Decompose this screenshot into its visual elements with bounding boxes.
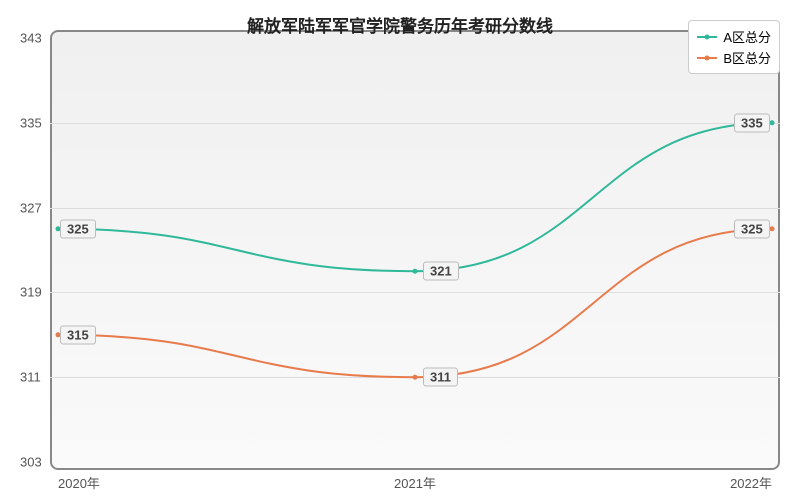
gridline [50,208,780,209]
y-tick-label: 327 [20,200,42,215]
gridline [50,123,780,124]
gridline [50,292,780,293]
x-tick-label: 2021年 [390,473,440,492]
legend-label-a: A区总分 [723,27,771,46]
x-tick-label: 2020年 [58,473,100,492]
legend-item-b: B区总分 [697,48,771,67]
data-label: 335 [734,113,770,132]
data-label: 325 [734,219,770,238]
chart-container: 解放军陆军军官学院警务历年考研分数线 A区总分 B区总分 303 311 319 32… [0,0,800,500]
y-tick-label: 311 [20,370,41,385]
y-tick-label: 343 [20,31,42,46]
data-label: 321 [423,262,459,281]
gridline [50,377,780,378]
data-label: 311 [423,368,458,387]
legend-swatch-b [697,57,717,59]
legend-label-b: B区总分 [723,48,771,67]
data-label: 315 [60,325,96,344]
y-tick-label: 335 [20,115,42,130]
legend-swatch-a [697,36,717,38]
legend: A区总分 B区总分 [688,20,780,74]
y-tick-label: 319 [20,285,42,300]
x-tick-label: 2022年 [722,473,772,492]
data-label: 325 [60,219,96,238]
legend-item-a: A区总分 [697,27,771,46]
chart-title: 解放军陆军军官学院警务历年考研分数线 [247,12,553,37]
plot-area [50,30,780,470]
y-tick-label: 303 [20,455,42,470]
